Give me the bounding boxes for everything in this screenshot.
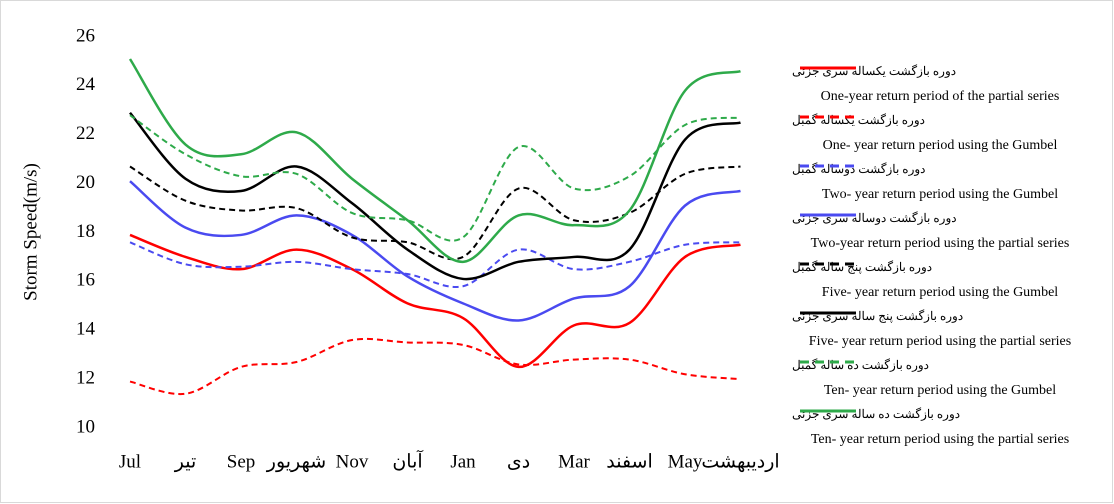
x-tick-label: May xyxy=(668,451,703,472)
series-line xyxy=(129,337,741,396)
x-tick-label: اسفند xyxy=(606,451,653,472)
legend-description: Ten- year return period using the partia… xyxy=(811,432,1069,447)
legend-description: Two-year return period using the partial… xyxy=(811,236,1070,251)
legend-label: دوره بازگشت پنج ساله گمبل xyxy=(792,260,932,274)
y-tick-label: 22 xyxy=(76,123,95,144)
y-tick-label: 12 xyxy=(76,367,95,388)
series-line xyxy=(129,165,741,261)
legend-description: Two- year return period using the Gumbel xyxy=(822,187,1058,202)
y-axis-label: Storm Speed(m/s) xyxy=(20,163,41,301)
series-line xyxy=(129,233,741,369)
legend-description: Five- year return period using the parti… xyxy=(809,334,1071,349)
series-line xyxy=(129,180,741,322)
series-line xyxy=(129,241,741,289)
y-tick-label: 26 xyxy=(76,25,95,46)
x-tick-label: Jul xyxy=(119,451,141,472)
y-tick-label: 18 xyxy=(76,221,95,242)
legend-label: دوره بازگشت یکساله گمبل xyxy=(792,113,925,127)
legend-label: دوره بازگشت دوساله سری جزئی xyxy=(792,211,957,225)
series-line xyxy=(129,114,741,242)
x-tick-label: Nov xyxy=(336,451,369,472)
y-tick-label: 10 xyxy=(76,416,95,437)
legend-label: دوره بازگشت ده ساله سری جزئی xyxy=(792,407,960,421)
x-tick-label: آبان xyxy=(392,449,423,472)
legend-label: دوره بازگشت ده ساله گمبل xyxy=(792,358,929,372)
x-tick-label: اردیبهشت xyxy=(701,451,779,472)
y-tick-label: 20 xyxy=(76,172,95,193)
series-line xyxy=(128,58,741,264)
x-tick-label: Jan xyxy=(450,451,476,472)
series-line xyxy=(129,111,741,281)
x-tick-label: دی xyxy=(507,451,530,472)
x-tick-label: Sep xyxy=(227,451,256,472)
legend-description: Five- year return period using the Gumbe… xyxy=(822,285,1058,300)
legend-description: One- year return period using the Gumbel xyxy=(823,138,1058,153)
legend-description: Ten- year return period using the Gumbel xyxy=(824,383,1056,398)
y-tick-label: 14 xyxy=(76,319,96,340)
y-tick-label: 24 xyxy=(76,74,96,95)
legend-label: دوره بازگشت دوساله گمبل xyxy=(792,162,926,176)
x-tick-label: شهریور xyxy=(266,451,326,472)
x-tick-label: Mar xyxy=(558,451,590,472)
y-tick-label: 16 xyxy=(76,270,95,291)
x-tick-label: تیر xyxy=(174,451,197,472)
legend-description: One-year return period of the partial se… xyxy=(821,89,1060,104)
legend-label: دوره بازگشت پنج ساله سری جزئی xyxy=(792,309,963,323)
legend-label: دوره بازگشت یکساله سری جزئی xyxy=(792,64,956,78)
